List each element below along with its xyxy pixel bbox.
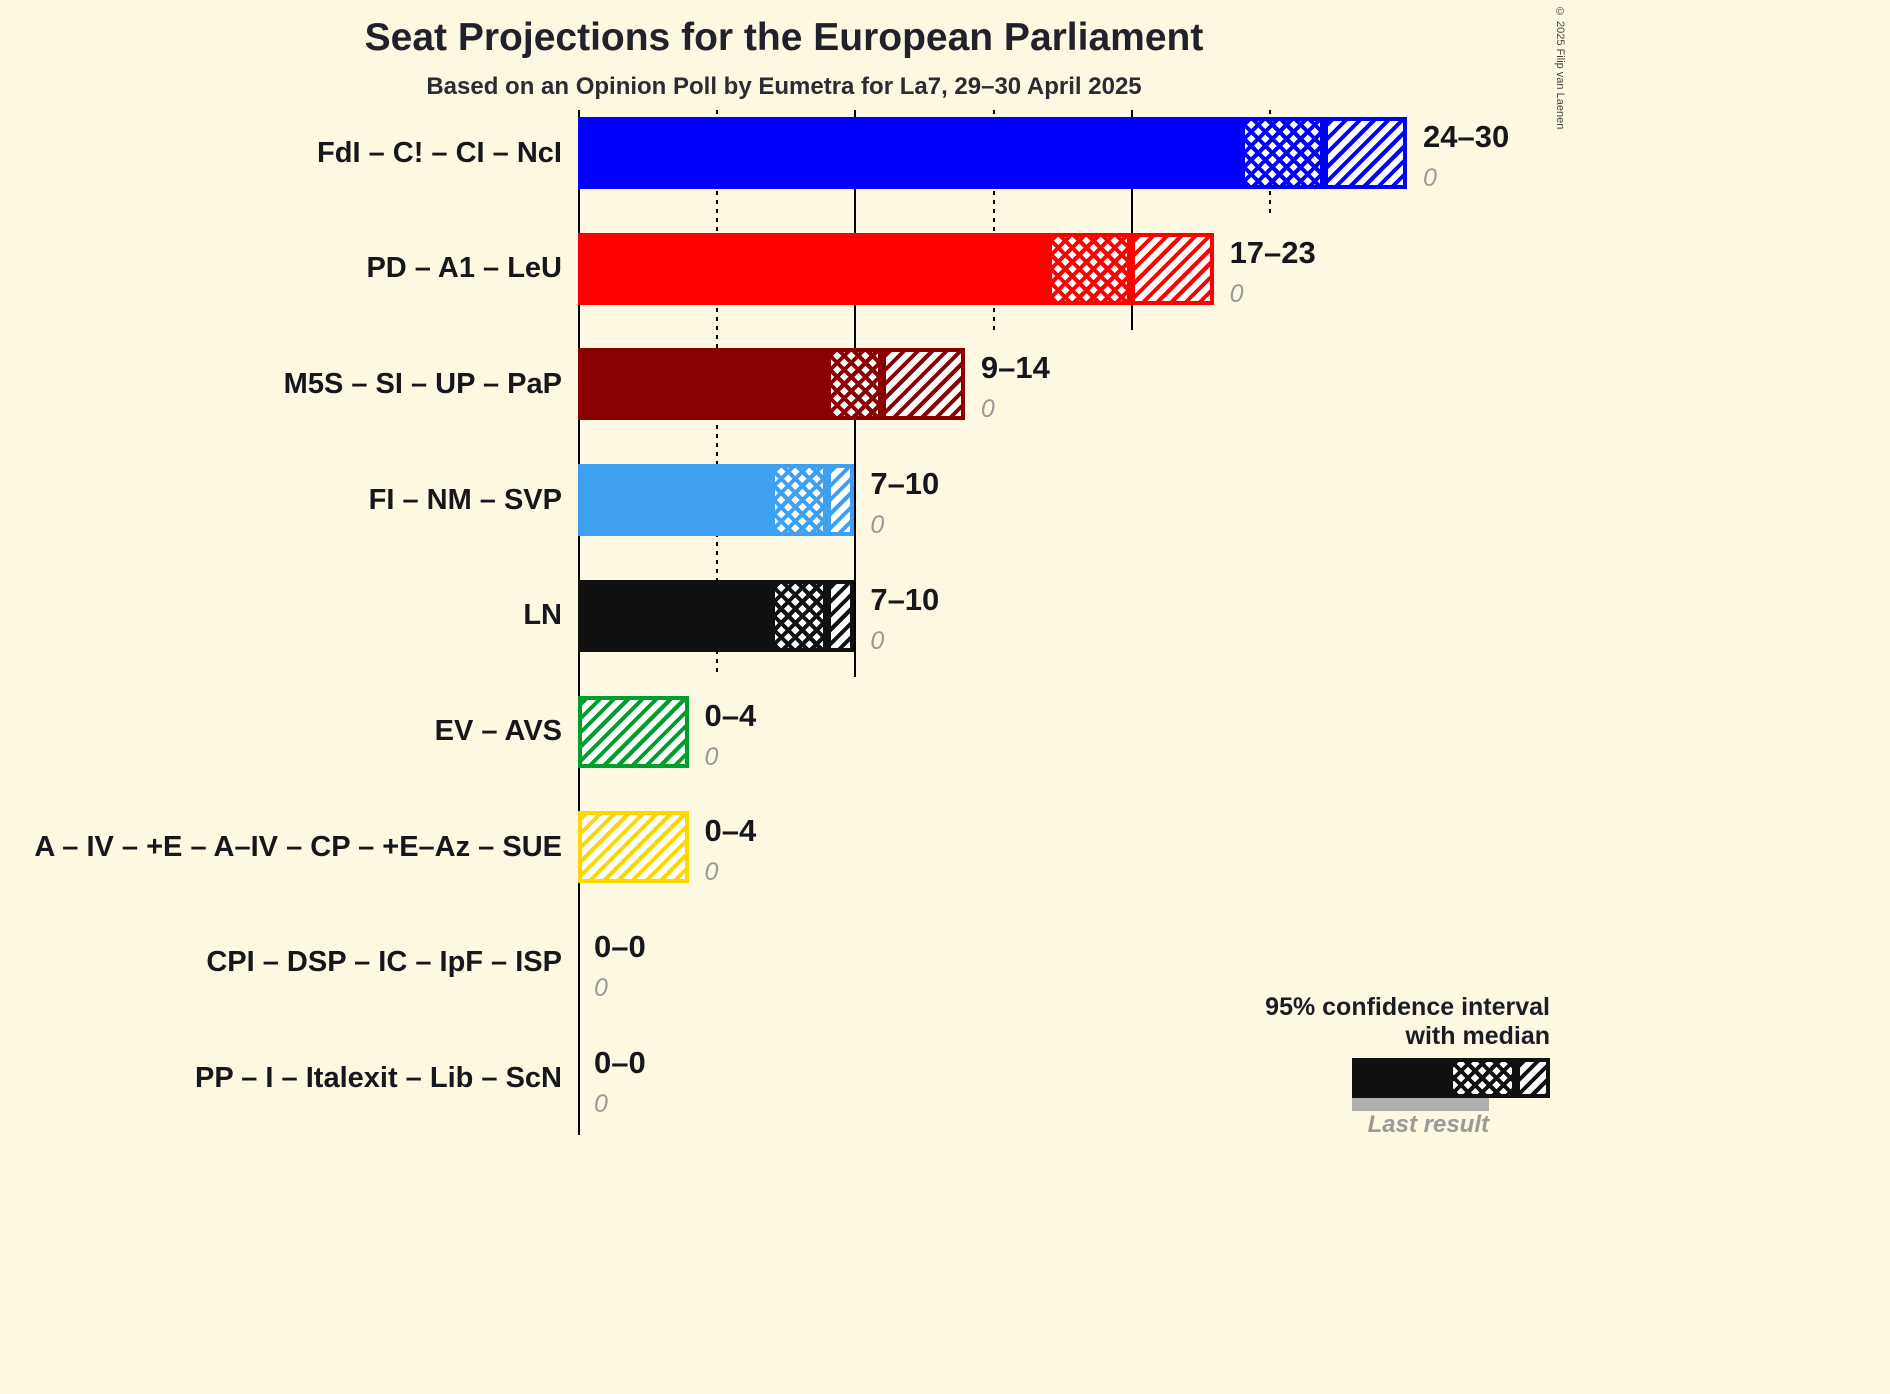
legend-solid-segment bbox=[1352, 1058, 1450, 1098]
bar-segment-ci-above-median bbox=[578, 695, 689, 768]
seat-range-label: 7–10 bbox=[870, 581, 940, 617]
last-result-label: 0 bbox=[704, 742, 719, 771]
legend-title: 95% confidence interval with median bbox=[1050, 993, 1550, 1051]
bar-segment-solid bbox=[578, 579, 772, 652]
last-result-label: 0 bbox=[870, 511, 885, 540]
legend-ci-line2: with median bbox=[1405, 1022, 1550, 1050]
legend-last-result-label: Last result bbox=[1367, 1111, 1489, 1138]
legend-ci-sample-bar bbox=[1352, 1058, 1550, 1098]
party-label: A – IV – +E – A–IV – CP – +E–Az – SUE bbox=[34, 830, 562, 863]
last-result-label: 0 bbox=[594, 973, 608, 1002]
seat-range-label: 0–0 bbox=[594, 928, 646, 964]
bar-segment-ci-above-median bbox=[826, 464, 855, 537]
party-label: CPI – DSP – IC – IpF – ISP bbox=[206, 946, 562, 979]
bar-segment-ci-above-median bbox=[826, 579, 855, 652]
bar-segment-solid bbox=[578, 464, 772, 537]
last-result-label: 0 bbox=[1423, 164, 1437, 192]
legend-last-result-bar bbox=[1352, 1098, 1489, 1111]
chart-title: Seat Projections for the European Parlia… bbox=[364, 16, 1204, 59]
bar-segment-ci-above-median bbox=[1130, 232, 1214, 305]
party-label: PP – I – Italexit – Lib – ScN bbox=[195, 1062, 562, 1095]
seat-range-label: 0–0 bbox=[594, 1044, 646, 1080]
last-result-label: 0 bbox=[704, 858, 719, 887]
bar-segment-ci-below-median bbox=[1241, 117, 1325, 189]
bar-segment-ci-below-median bbox=[1047, 232, 1131, 305]
gridline-20 bbox=[1130, 110, 1133, 330]
party-label: FI – NM – SVP bbox=[368, 483, 562, 516]
seat-range-label: 17–23 bbox=[1229, 234, 1316, 270]
seat-range-label: 7–10 bbox=[870, 466, 940, 502]
seat-range-label: 0–4 bbox=[704, 697, 757, 733]
bar-segment-ci-above-median bbox=[881, 348, 965, 421]
last-result-label: 0 bbox=[594, 1089, 608, 1118]
last-result-label: 0 bbox=[1229, 279, 1244, 308]
party-label: EV – AVS bbox=[434, 715, 562, 747]
legend-diagonal-segment bbox=[1516, 1058, 1550, 1098]
bar-segment-solid bbox=[578, 117, 1242, 189]
party-label: FdI – C! – CI – NcI bbox=[317, 136, 562, 169]
last-result-label: 0 bbox=[870, 626, 885, 655]
bar-segment-solid bbox=[578, 348, 827, 421]
last-result-label: 0 bbox=[980, 395, 995, 424]
bar-segment-solid bbox=[578, 232, 1048, 305]
bar-segment-ci-above-median bbox=[578, 811, 689, 884]
bar-segment-ci-below-median bbox=[771, 464, 827, 537]
seat-range-label: 9–14 bbox=[980, 350, 1050, 386]
party-label: PD – A1 – LeU bbox=[366, 252, 562, 285]
legend-crosshatch-segment bbox=[1449, 1058, 1517, 1098]
party-label: M5S – SI – UP – PaP bbox=[283, 367, 562, 400]
seat-range-label: 24–30 bbox=[1423, 119, 1510, 154]
bar-segment-ci-above-median bbox=[1324, 117, 1407, 189]
bar-segment-ci-below-median bbox=[771, 579, 827, 652]
chart-header: Seat Projections for the European Parlia… bbox=[0, 16, 1568, 101]
copyright-notice: © 2025 Filip van Laenen bbox=[1554, 6, 1566, 130]
seat-range-label: 0–4 bbox=[704, 813, 757, 849]
party-label: LN bbox=[523, 599, 562, 632]
chart-subtitle: Based on an Opinion Poll by Eumetra for … bbox=[426, 73, 1142, 100]
bar-segment-ci-below-median bbox=[826, 348, 882, 421]
gridline-15 bbox=[992, 110, 995, 330]
legend-ci-line1: 95% confidence interval bbox=[1265, 993, 1550, 1021]
